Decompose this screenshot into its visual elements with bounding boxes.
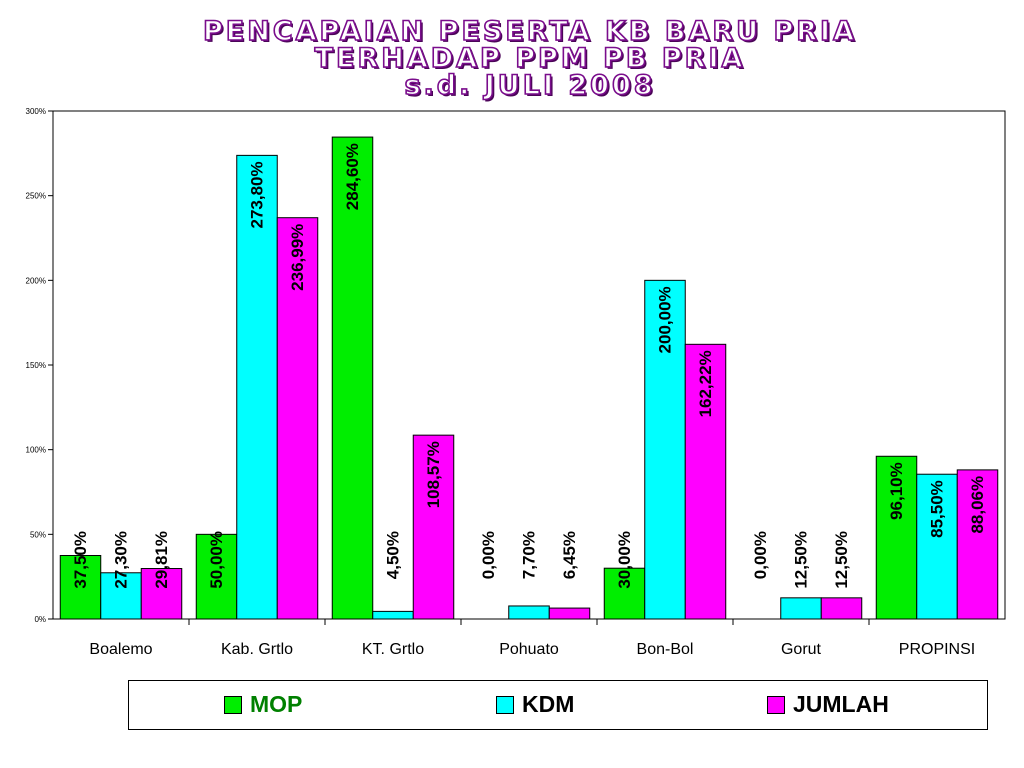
category-label: PROPINSI	[899, 641, 975, 658]
bar	[59, 555, 102, 620]
bar	[372, 610, 414, 620]
y-tick-label: 50%	[30, 530, 46, 539]
bar	[603, 567, 646, 620]
data-label: 37,50%	[71, 531, 90, 589]
category-label: Pohuato	[499, 641, 559, 658]
y-tick-label: 0%	[34, 615, 46, 624]
y-tick-label: 250%	[26, 192, 46, 201]
bar	[508, 605, 550, 620]
data-label: 284,60%	[343, 143, 362, 210]
data-label: 88,06%	[968, 476, 987, 534]
legend-item-kdm: KDM	[496, 691, 574, 718]
y-tick-label: 300%	[26, 107, 46, 116]
bar	[956, 469, 999, 620]
data-label: 162,22%	[696, 350, 715, 417]
legend-swatch-mop	[224, 695, 242, 714]
data-label: 27,30%	[112, 531, 131, 589]
bar	[412, 434, 455, 620]
legend-label-jumlah: JUMLAH	[793, 691, 889, 717]
data-label: 200,00%	[656, 286, 675, 353]
data-label: 12,50%	[832, 531, 851, 589]
chart-title: PENCAPAIAN PESERTA KB BARU PRIA TERHADAP…	[0, 16, 1024, 101]
bar	[331, 136, 374, 620]
bar	[236, 154, 278, 620]
y-tick-label: 100%	[26, 446, 46, 455]
bar	[916, 473, 958, 620]
data-label: 0,00%	[479, 531, 498, 579]
bar	[140, 568, 183, 620]
legend: MOP KDM JUMLAH	[128, 680, 988, 730]
title-line-3: s.d. JULI 2008	[404, 70, 656, 101]
category-label: Bon-Bol	[637, 641, 694, 658]
bar-chart: 0% 50% 100% 150% 200% 250% 300% Boalemo 37,50% 27…	[26, 107, 1006, 658]
bar	[548, 607, 591, 620]
bar	[644, 279, 686, 620]
legend-item-mop: MOP	[224, 691, 302, 718]
bar	[276, 217, 319, 620]
data-label: 85,50%	[928, 480, 947, 538]
legend-swatch-kdm	[496, 695, 514, 714]
category-label: Gorut	[781, 641, 822, 658]
data-label: 96,10%	[887, 462, 906, 520]
data-label: 7,70%	[520, 531, 539, 579]
title-line-2: TERHADAP PPM PB PRIA	[314, 43, 746, 74]
data-label: 6,45%	[560, 531, 579, 579]
data-label: 4,50%	[384, 531, 403, 579]
data-label: 50,00%	[207, 531, 226, 589]
data-label: 0,00%	[751, 531, 770, 579]
legend-item-jumlah: JUMLAH	[767, 691, 889, 718]
category-label: Boalemo	[89, 641, 152, 658]
data-label: 236,99%	[288, 224, 307, 291]
data-label: 273,80%	[248, 161, 267, 228]
category-label: KT. Grtlo	[362, 641, 424, 658]
data-label: 30,00%	[615, 531, 634, 589]
data-label: 108,57%	[424, 441, 443, 508]
data-label: 29,81%	[152, 531, 171, 589]
bar	[684, 343, 727, 620]
bar	[780, 597, 822, 620]
bar	[820, 597, 863, 620]
category-label: Kab. Grtlo	[221, 641, 293, 658]
y-tick-label: 200%	[26, 276, 46, 285]
y-tick-label: 150%	[26, 361, 46, 370]
legend-label-mop: MOP	[250, 691, 303, 717]
legend-label-kdm: KDM	[522, 691, 575, 717]
data-label: 12,50%	[792, 531, 811, 589]
bar	[100, 572, 142, 620]
title-line-1: PENCAPAIAN PESERTA KB BARU PRIA	[202, 16, 857, 47]
legend-swatch-jumlah	[767, 695, 785, 714]
